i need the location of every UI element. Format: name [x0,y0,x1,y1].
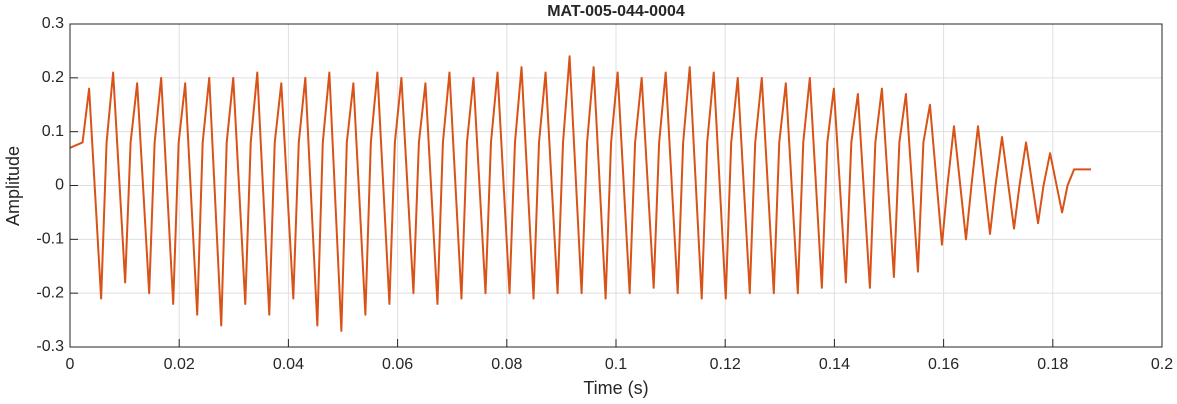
y-tick-label: 0.3 [42,15,64,32]
series-line [69,55,1092,332]
x-tick-label: 0.04 [273,356,304,373]
x-tick-label: 0.06 [382,356,413,373]
y-tick-label: -0.2 [36,284,64,301]
x-tick-label: 0.16 [928,356,959,373]
y-tick-label: 0.1 [42,123,64,140]
x-tick-label: 0.02 [164,356,195,373]
x-tick-label: 0.14 [819,356,850,373]
x-axis-label: Time (s) [583,378,648,398]
chart-title: MAT-005-044-0004 [547,3,685,20]
y-axis-label: Amplitude [3,146,23,226]
y-tick-label: 0 [55,177,64,194]
x-tick-label: 0.18 [1037,356,1068,373]
plot-frame [69,23,1163,348]
x-tick-label: 0 [66,356,75,373]
y-tick-label: -0.3 [36,338,64,355]
x-tick-label: 0.2 [1151,356,1173,373]
y-tick-label: 0.2 [42,69,64,86]
x-tick-label: 0.1 [605,356,627,373]
x-tick-label: 0.12 [710,356,741,373]
y-tick-label: -0.1 [36,231,64,248]
x-tick-label: 0.08 [491,356,522,373]
